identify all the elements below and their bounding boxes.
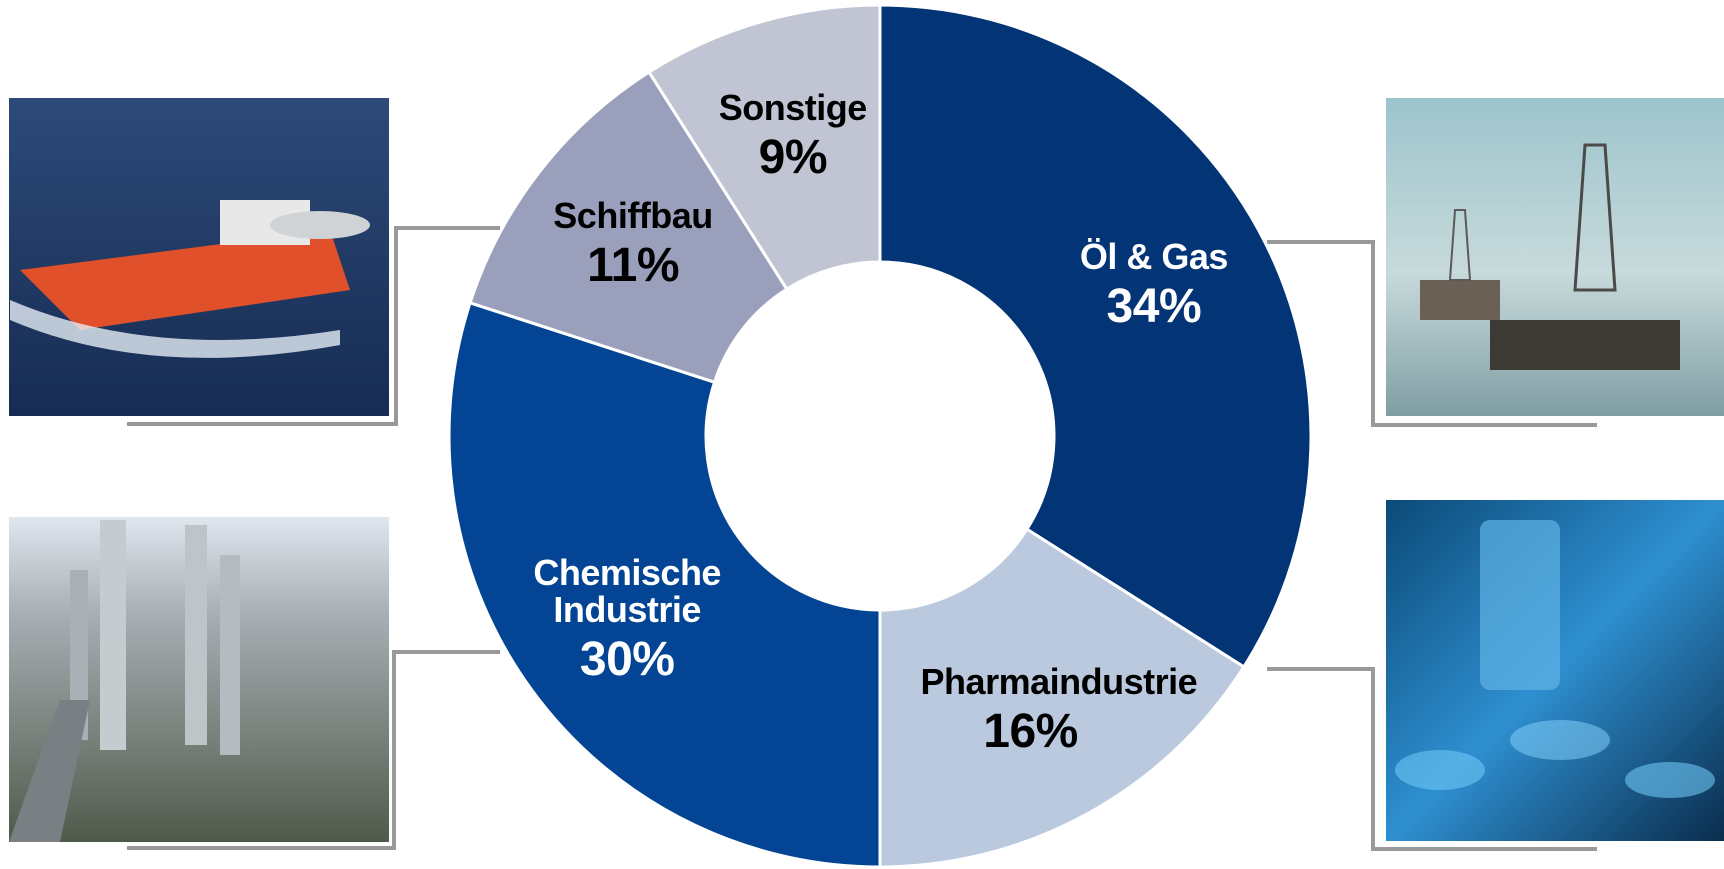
connector (1267, 240, 1597, 427)
slice-label: Pharmaindustrie 16% (920, 660, 1198, 758)
category-label: Öl & Gas (1079, 236, 1229, 278)
value-label: 9% (758, 130, 828, 184)
connectors (127, 226, 1597, 851)
slice-label: Chemische Industrie 30% (517, 551, 737, 687)
donut-slice (878, 527, 1246, 869)
value-label: 11% (587, 239, 680, 293)
donut-slice (468, 70, 789, 385)
slice-label: Öl & Gas 34% (1044, 238, 1264, 332)
value-label: 16% (983, 704, 1078, 758)
category-label: Pharmaindustrie (920, 660, 1198, 702)
donut-slice (646, 3, 882, 292)
donut (447, 3, 1313, 869)
slice-label: Schiffbau 11% (523, 197, 743, 291)
photo-oil-rig (1386, 98, 1724, 416)
photo-vials (1386, 500, 1724, 841)
value-label: 34% (1106, 280, 1202, 334)
connector (127, 226, 500, 426)
donut-slice (878, 3, 1313, 670)
connector (127, 650, 500, 850)
photo-ship (9, 98, 389, 416)
connector (1267, 667, 1597, 851)
photo-plant (9, 517, 389, 842)
donut-slice (447, 300, 882, 869)
category-label: Sonstige (718, 86, 868, 128)
value-label: 30% (579, 633, 675, 687)
slice-label: Sonstige 9% (683, 89, 903, 183)
category-label: Schiffbau (553, 195, 713, 237)
category-label: Chemische Industrie (533, 551, 721, 631)
